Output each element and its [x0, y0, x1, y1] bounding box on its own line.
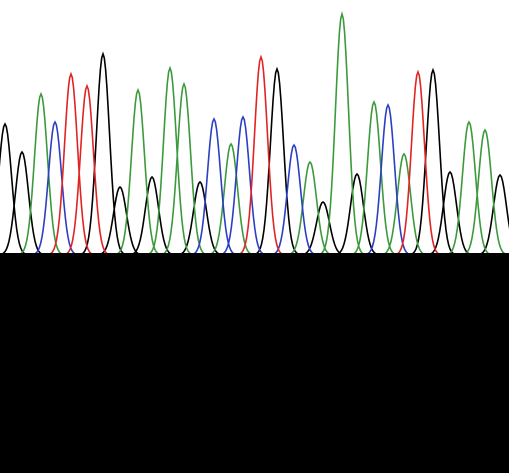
black-panel	[0, 253, 509, 473]
chromatogram-screenshot	[0, 0, 509, 473]
